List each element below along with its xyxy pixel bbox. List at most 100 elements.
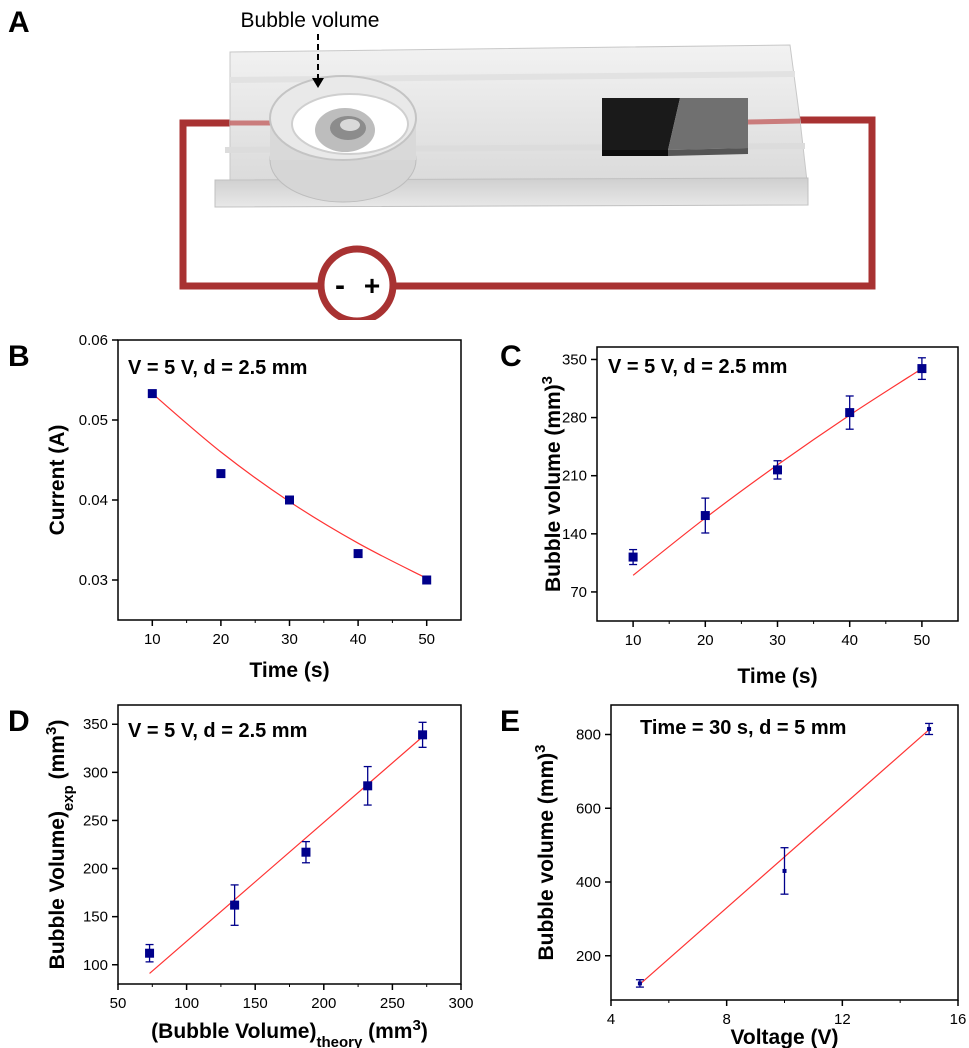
ylabel-subscript: exp [60, 785, 77, 811]
xlabel-text: Voltage (V) [730, 1026, 838, 1048]
y-tick-label: 250 [83, 812, 108, 829]
x-tick-label: 10 [625, 632, 642, 649]
xlabel-close: ) [421, 1020, 428, 1043]
x-tick-label: 50 [418, 631, 435, 648]
ylabel-text: Bubble Volume) [46, 811, 69, 969]
chart-e-annotation: Time = 30 s, d = 5 mm [640, 717, 846, 739]
chart-b-fit-line [151, 393, 427, 579]
y-tick-label: 300 [83, 764, 108, 781]
y-tick-label: 200 [83, 861, 108, 878]
data-point [917, 364, 927, 374]
ylabel-superscript: 3 [43, 727, 60, 735]
x-tick-label: 10 [144, 631, 161, 648]
xlabel-text: (Bubble Volume) [151, 1020, 316, 1043]
chart-c-xlabel: Time (s) [737, 665, 817, 688]
bubble-volume-annotation: Bubble volume [241, 9, 380, 32]
panel-letter-d: D [8, 705, 30, 738]
chart-b-frame [117, 339, 462, 621]
xlabel-superscript: 3 [412, 1017, 420, 1034]
x-tick-label: 250 [380, 995, 405, 1012]
chart-c-frame [596, 346, 959, 622]
x-tick-label: 100 [174, 995, 199, 1012]
x-tick-label: 20 [697, 632, 714, 649]
data-point [230, 900, 240, 910]
data-point [147, 389, 157, 399]
chart-d-annotation: V = 5 V, d = 2.5 mm [128, 720, 307, 742]
x-tick-label: 50 [914, 632, 931, 649]
ylabel-superscript: 3 [539, 376, 556, 384]
ylabel-close: ) [46, 720, 69, 727]
x-tick-label: 200 [311, 995, 336, 1012]
data-point [422, 575, 432, 585]
chart-d-fit-line [149, 736, 423, 974]
y-tick-label: 280 [562, 410, 587, 427]
power-source: - + [317, 245, 397, 320]
y-tick-label: 0.04 [79, 492, 108, 509]
data-point [285, 495, 294, 505]
x-tick-label: 30 [281, 631, 298, 648]
minus-sign: - [335, 269, 345, 302]
data-point [363, 781, 373, 791]
chart-e-ylabel: Bubble volume (mm)3 [532, 744, 559, 960]
x-tick-label: 40 [350, 631, 367, 648]
y-tick-label: 140 [562, 526, 587, 543]
y-tick-label: 600 [576, 800, 601, 817]
chart-b-group: 10 20 30 40 50 0.03 0.04 0.05 0.06 V = 5 V, d = 2… [46, 332, 462, 682]
annotation-arrow-head [312, 78, 324, 88]
y-tick-label: 0.05 [79, 412, 108, 429]
panel-letter-e: E [500, 705, 521, 738]
data-point [637, 981, 642, 986]
circuit-wire [179, 116, 876, 290]
xlabel-subscript: theory [316, 1034, 363, 1048]
y-tick-label: 0.06 [79, 332, 108, 349]
device-illustration: Bubble volume - + [179, 9, 876, 320]
electrode-block [602, 98, 748, 156]
data-point [700, 511, 710, 521]
panel-letter-a: A [8, 6, 30, 39]
xlabel-text: Time (s) [249, 659, 329, 682]
chart-d-xlabel: (Bubble Volume)theory (mm3) [151, 1017, 428, 1048]
inner-wire-right [747, 118, 801, 125]
data-point [353, 549, 363, 559]
chart-b-xlabel: Time (s) [249, 659, 329, 682]
y-tick-label: 100 [83, 957, 108, 974]
y-tick-label: 0.03 [79, 572, 108, 589]
data-point [145, 948, 155, 958]
panel-letter-c: C [500, 340, 522, 373]
y-tick-label: 210 [562, 468, 587, 485]
xlabel-text: Time (s) [737, 665, 817, 688]
plus-sign: + [364, 270, 380, 301]
chart-e-xlabel: Voltage (V) [730, 1026, 838, 1048]
chart-c-ylabel: Bubble volume (mm)3 [539, 376, 566, 592]
ylabel-text: Bubble volume (mm [542, 391, 565, 592]
data-point [216, 469, 226, 479]
data-point [418, 730, 428, 740]
y-tick-label: 400 [576, 874, 601, 891]
y-tick-label: 350 [83, 716, 108, 733]
ylabel-unit: ) [542, 384, 565, 391]
chart-d-group: 50 100 150 200 250 300 100 150 200 250 300 350 V = 5… [43, 704, 474, 1048]
x-tick-label: 8 [722, 1011, 730, 1028]
y-tick-label: 200 [576, 948, 601, 965]
y-tick-label: 150 [83, 909, 108, 926]
bubble [315, 108, 375, 152]
chart-c-group: 10 20 30 40 50 70 140 210 280 350 V = 5 V, d = 2.5… [539, 346, 959, 688]
ylabel-superscript: 3 [532, 744, 549, 752]
x-tick-label: 40 [841, 632, 858, 649]
x-tick-label: 20 [213, 631, 230, 648]
x-tick-label: 30 [769, 632, 786, 649]
ylabel-unit: (mm [46, 735, 69, 785]
x-tick-label: 300 [448, 995, 473, 1012]
y-tick-label: 70 [570, 584, 587, 601]
data-point [782, 868, 787, 873]
y-tick-label: 350 [562, 351, 587, 368]
panel-letter-b: B [8, 340, 30, 373]
ylabel-text: Bubble volume (mm [535, 760, 558, 961]
chart-d-ylabel: Bubble Volume)exp (mm3) [43, 720, 77, 970]
y-tick-label: 800 [576, 727, 601, 744]
ylabel-text: Current (A) [46, 425, 69, 536]
x-tick-label: 16 [950, 1011, 967, 1028]
xlabel-unit: (mm [362, 1020, 412, 1043]
data-point [845, 408, 855, 418]
